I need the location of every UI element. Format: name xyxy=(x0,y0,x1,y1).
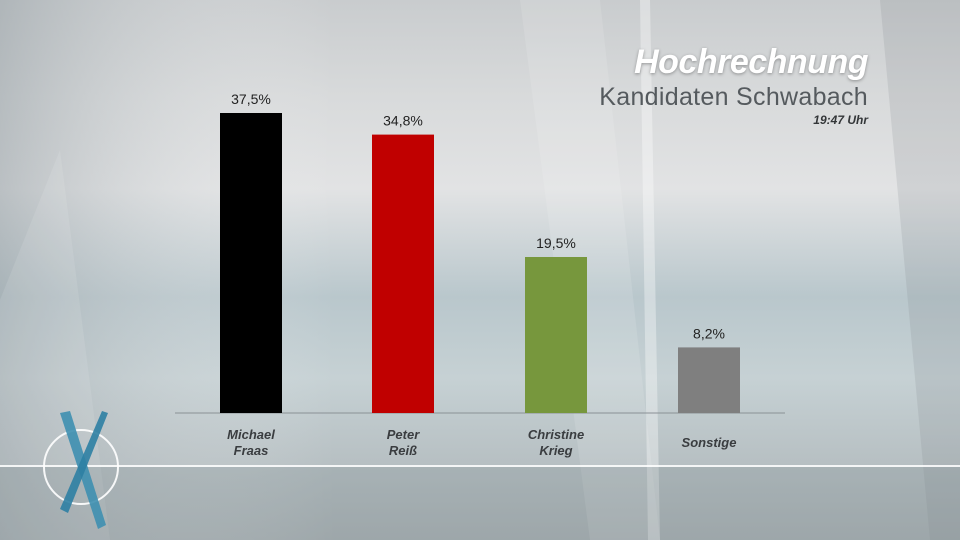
category-label: Peter xyxy=(387,427,420,442)
data-label: 37,5% xyxy=(231,91,271,107)
data-label: 34,8% xyxy=(383,113,423,129)
category-label: Sonstige xyxy=(682,435,737,450)
bar xyxy=(678,347,740,413)
bar xyxy=(525,257,587,413)
category-label: Christine xyxy=(528,427,584,442)
bar xyxy=(220,113,282,413)
timestamp: 19:47 Uhr xyxy=(813,113,868,127)
ballot-x-icon xyxy=(43,411,119,529)
header: Hochrechnung Kandidaten Schwabach 19:47 … xyxy=(599,42,868,128)
data-label: 19,5% xyxy=(536,235,576,251)
bar xyxy=(372,134,434,413)
category-label: Michael xyxy=(227,427,275,442)
data-label: 8,2% xyxy=(693,325,725,341)
page-subtitle: Kandidaten Schwabach xyxy=(599,83,868,111)
category-label: Fraas xyxy=(234,443,269,458)
category-label: Krieg xyxy=(539,443,572,458)
category-label: Reiß xyxy=(389,443,417,458)
page-title: Hochrechnung xyxy=(634,43,868,81)
